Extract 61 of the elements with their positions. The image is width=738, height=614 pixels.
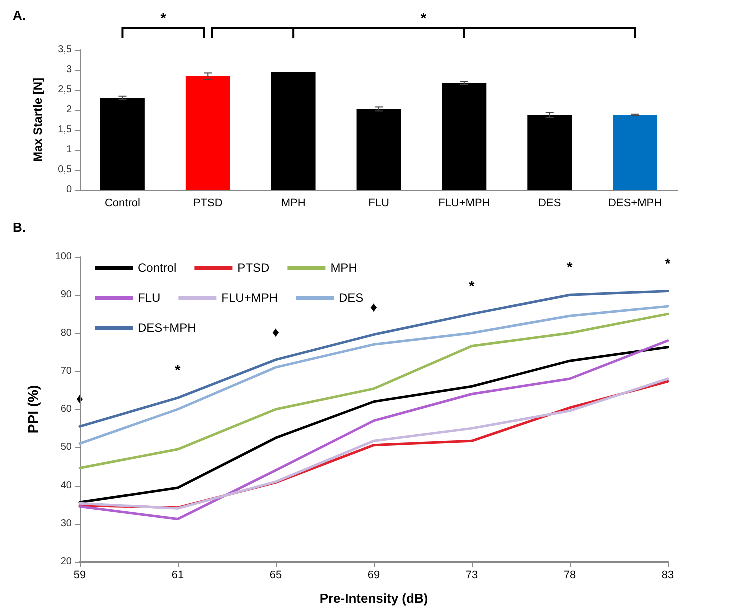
bar bbox=[100, 98, 145, 190]
annotation: * bbox=[567, 259, 574, 276]
y-axis-title: PPI (%) bbox=[25, 385, 41, 434]
y-tick-label: 100 bbox=[55, 252, 72, 262]
y-tick-label: 1 bbox=[66, 144, 72, 156]
bar bbox=[186, 76, 230, 190]
annotation: ♦ bbox=[272, 324, 280, 340]
legend-label: FLU bbox=[138, 291, 161, 305]
bar bbox=[271, 72, 316, 190]
y-tick-label: 1,5 bbox=[58, 124, 72, 136]
x-axis-title: Pre-Intensity (dB) bbox=[320, 591, 428, 606]
y-tick-label: 20 bbox=[60, 556, 72, 568]
x-tick-label: 65 bbox=[270, 570, 282, 582]
y-tick-label: 2,5 bbox=[58, 84, 72, 96]
y-tick-label: 2 bbox=[66, 104, 72, 116]
y-tick-label: 3 bbox=[66, 64, 72, 76]
y-tick-label: 70 bbox=[60, 366, 72, 377]
y-axis-title: Max Startle [N] bbox=[31, 78, 45, 162]
x-tick-label: 61 bbox=[172, 570, 184, 582]
bar bbox=[442, 83, 487, 190]
x-tick-label: FLU+MPH bbox=[438, 198, 490, 210]
legend-label: DES+MPH bbox=[138, 321, 196, 335]
y-tick-label: 3,5 bbox=[58, 44, 72, 56]
bar bbox=[356, 109, 402, 190]
bar bbox=[528, 115, 572, 190]
x-tick-label: DES+MPH bbox=[608, 198, 662, 210]
x-tick-label: PTSD bbox=[193, 198, 223, 210]
annotation: ♦ bbox=[370, 298, 378, 315]
x-tick-label: 78 bbox=[564, 570, 576, 582]
y-tick-label: 0 bbox=[66, 184, 72, 196]
line-series bbox=[78, 312, 670, 470]
y-tick-label: 90 bbox=[60, 290, 72, 301]
y-tick-label: 50 bbox=[60, 442, 72, 454]
y-tick-label: 0,5 bbox=[58, 164, 72, 176]
annotation: * bbox=[175, 362, 182, 378]
line-series bbox=[78, 290, 670, 428]
bar bbox=[613, 115, 658, 190]
legend-label: MPH bbox=[330, 261, 358, 275]
x-tick-label: 59 bbox=[74, 570, 86, 582]
legend-label: DES bbox=[339, 291, 364, 305]
x-tick-label: 73 bbox=[466, 570, 478, 582]
text: * bbox=[420, 10, 427, 26]
legend-label: Control bbox=[138, 261, 177, 275]
x-tick-label: FLU bbox=[368, 198, 390, 210]
y-tick-label: 80 bbox=[60, 328, 72, 339]
text: * bbox=[160, 10, 167, 26]
y-tick-label: 60 bbox=[60, 404, 72, 415]
x-tick-label: Control bbox=[104, 198, 140, 210]
x-tick-label: MPH bbox=[281, 198, 306, 210]
x-tick-label: 69 bbox=[368, 570, 380, 582]
y-tick-label: 40 bbox=[60, 480, 72, 492]
annotation: * bbox=[469, 278, 476, 294]
y-tick-label: 30 bbox=[60, 518, 72, 530]
legend-label: FLU+MPH bbox=[222, 291, 278, 305]
annotation: * bbox=[665, 255, 672, 272]
line-series bbox=[78, 305, 670, 446]
chart-title: B. bbox=[13, 220, 26, 235]
chart-title: A. bbox=[13, 8, 26, 23]
legend-label: PTSD bbox=[238, 261, 270, 275]
x-tick-label: DES bbox=[538, 198, 562, 210]
x-tick-label: 83 bbox=[662, 570, 674, 582]
